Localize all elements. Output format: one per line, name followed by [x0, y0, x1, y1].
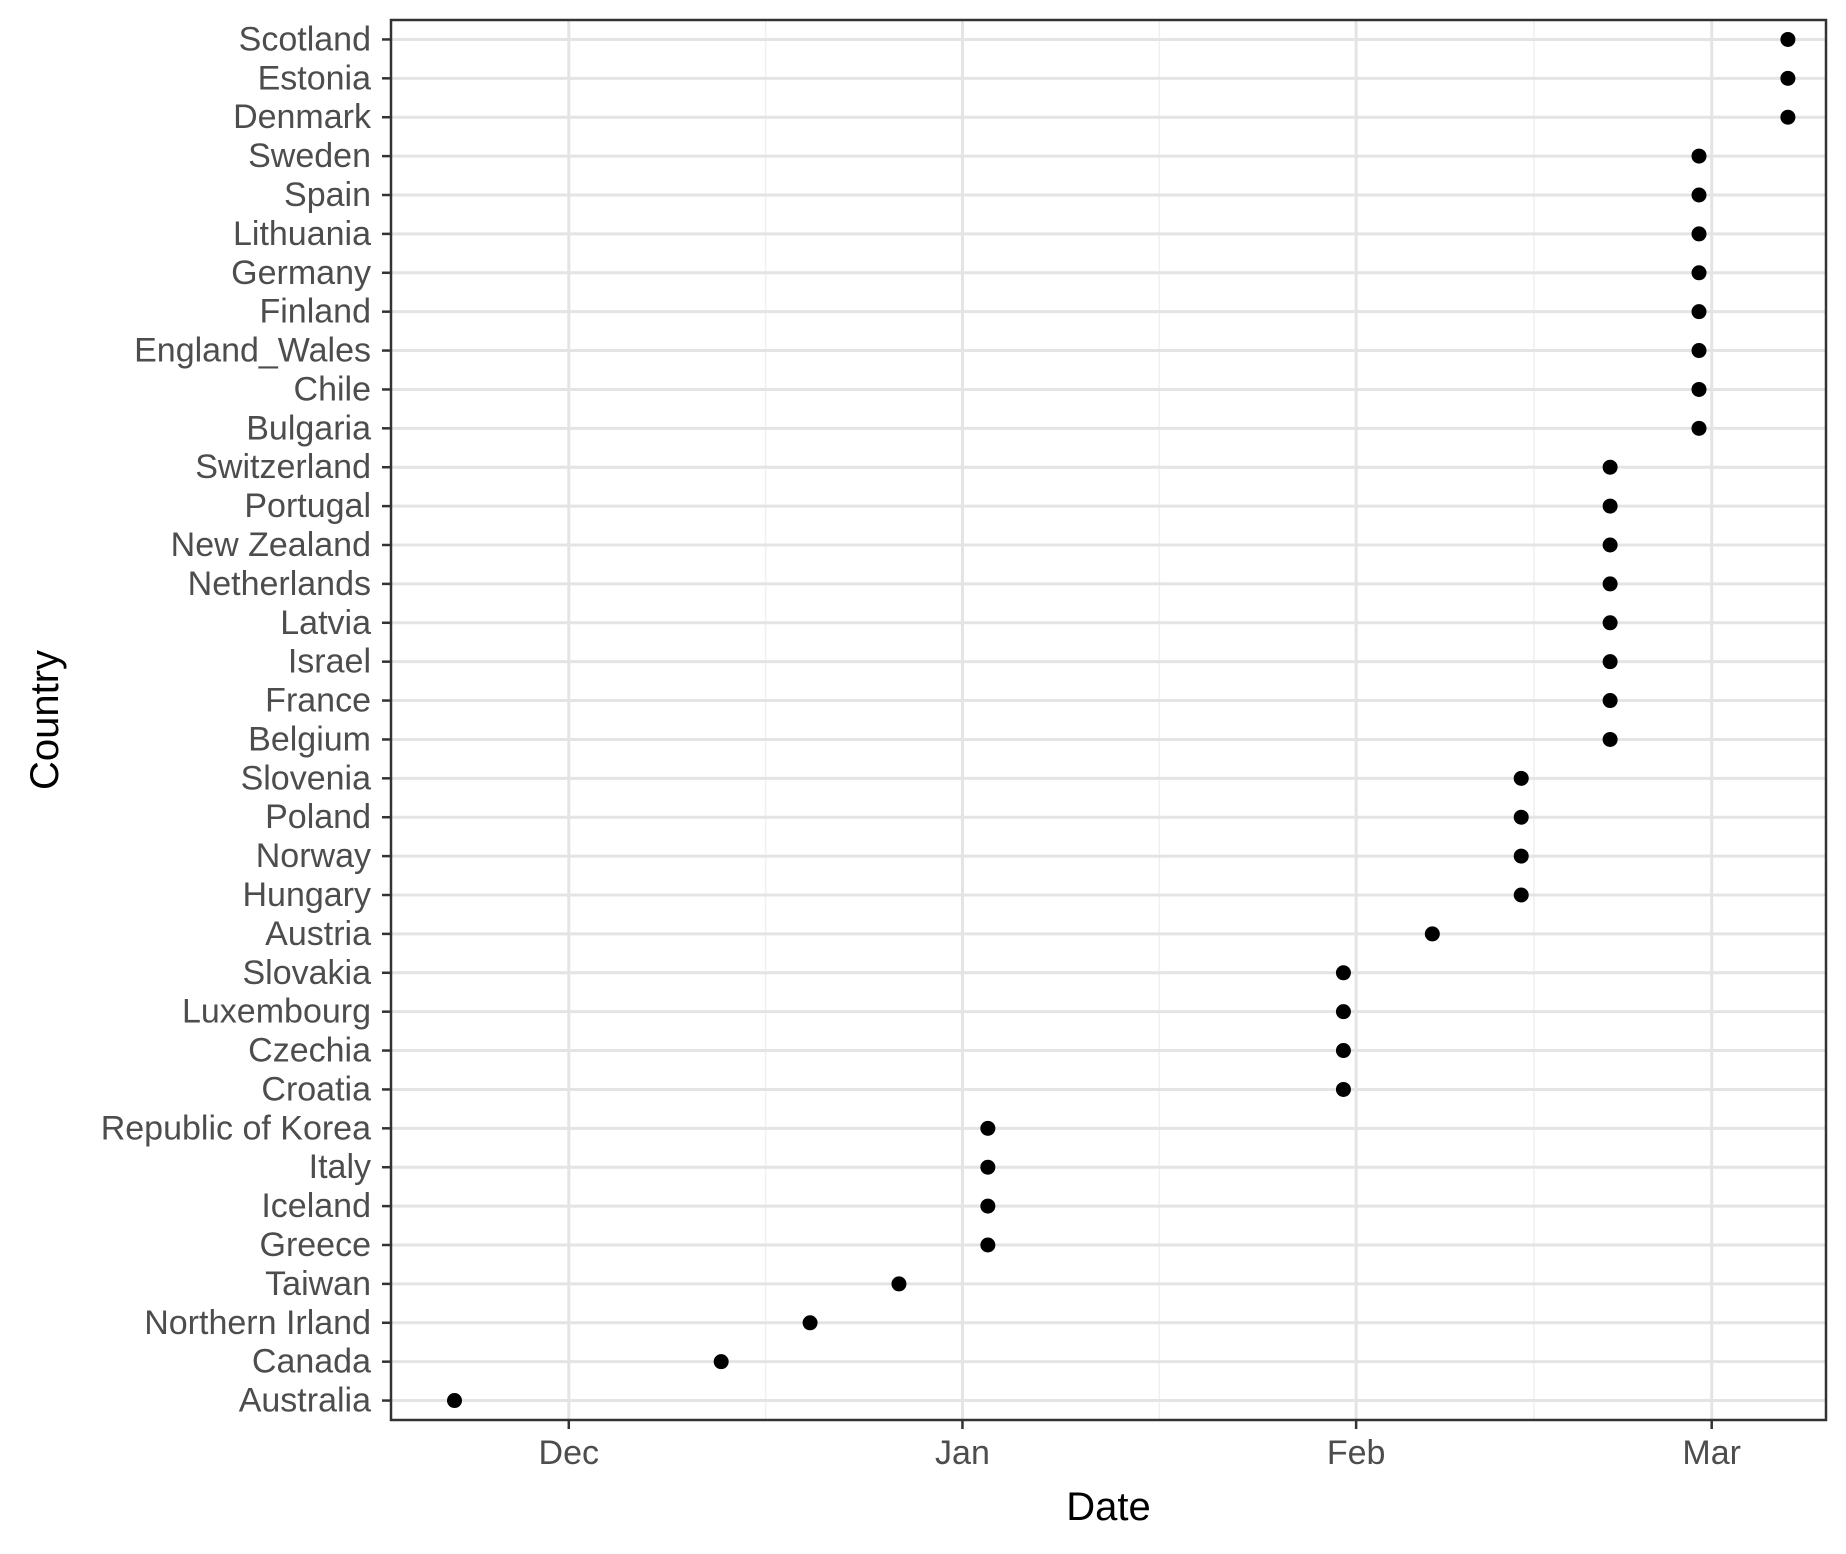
data-points: [446, 31, 1796, 1409]
y-tick-label: Switzerland: [195, 448, 371, 486]
y-tick-label: Canada: [252, 1343, 371, 1381]
data-point: [1513, 809, 1529, 825]
y-tick-label: Slovakia: [242, 954, 371, 992]
data-point: [1602, 459, 1618, 475]
data-point: [891, 1276, 907, 1292]
x-tick-label: Dec: [539, 1434, 599, 1472]
y-tick-label: Northern Irland: [144, 1304, 371, 1342]
data-point: [1513, 887, 1529, 903]
data-point: [1602, 693, 1618, 709]
y-tick-label: Luxembourg: [182, 993, 371, 1031]
x-axis: Dec Jan Feb Mar: [539, 1420, 1741, 1472]
y-tick-label: Germany: [231, 254, 371, 292]
y-tick-label: Lithuania: [233, 215, 371, 253]
data-point: [713, 1354, 729, 1370]
y-tick-label: Czechia: [248, 1032, 371, 1070]
data-point: [1780, 109, 1796, 125]
y-tick-label: Scotland: [239, 20, 371, 58]
y-tick-label: Portugal: [244, 487, 371, 525]
y-tick-label: England_Wales: [134, 332, 371, 370]
data-point: [1691, 187, 1707, 203]
y-tick-label: Slovenia: [241, 759, 372, 797]
data-point: [1780, 31, 1796, 47]
y-tick-label: Israel: [288, 643, 371, 681]
y-tick-label: Italy: [309, 1148, 371, 1186]
data-point: [1335, 1081, 1351, 1097]
data-point: [1335, 1043, 1351, 1059]
data-point: [980, 1120, 996, 1136]
data-point: [1513, 770, 1529, 786]
y-tick-label: Taiwan: [265, 1265, 371, 1303]
y-tick-label: Latvia: [280, 604, 371, 642]
data-point: [1691, 148, 1707, 164]
x-tick-label: Mar: [1682, 1434, 1741, 1472]
data-point: [1602, 654, 1618, 670]
panel-border: [389, 18, 1828, 1422]
y-tick-label: Australia: [239, 1382, 371, 1420]
y-tick-label: Netherlands: [188, 565, 371, 603]
y-tick-label: Croatia: [261, 1070, 371, 1108]
data-point: [1602, 615, 1618, 631]
data-point: [446, 1393, 462, 1409]
data-point: [1602, 498, 1618, 514]
y-tick-label: Belgium: [248, 720, 371, 758]
data-point: [1691, 265, 1707, 281]
y-tick-label: France: [265, 682, 371, 720]
y-tick-label: Estonia: [258, 59, 371, 97]
y-tick-label: Sweden: [248, 137, 371, 175]
y-tick-label: Iceland: [261, 1187, 371, 1225]
y-tick-label: Norway: [256, 837, 371, 875]
y-tick-label: Bulgaria: [246, 409, 371, 447]
y-tick-label: Finland: [259, 293, 371, 331]
minor-gridlines: [764, 20, 1535, 1420]
data-point: [1513, 848, 1529, 864]
y-axis-title: Country: [23, 650, 67, 790]
y-tick-label: Denmark: [233, 98, 372, 136]
data-point: [980, 1198, 996, 1214]
data-point: [1335, 1004, 1351, 1020]
data-point: [1424, 926, 1440, 942]
data-point: [1691, 343, 1707, 359]
data-point: [802, 1315, 818, 1331]
data-point: [980, 1159, 996, 1175]
y-tick-label: Republic of Korea: [101, 1109, 371, 1147]
data-point: [1780, 70, 1796, 86]
x-tick-label: Jan: [935, 1434, 990, 1472]
y-tick-label: Greece: [260, 1226, 372, 1264]
y-tick-label: Austria: [265, 915, 371, 953]
data-point: [1691, 381, 1707, 397]
data-point: [1335, 965, 1351, 981]
data-point: [1691, 420, 1707, 436]
x-axis-title: Date: [1066, 1485, 1151, 1529]
y-tick-label: Poland: [265, 798, 371, 836]
x-tick-label: Feb: [1327, 1434, 1386, 1472]
y-tick-label: Spain: [284, 176, 371, 214]
data-point: [1602, 537, 1618, 553]
y-tick-label: New Zealand: [171, 526, 371, 564]
y-tick-label: Chile: [294, 370, 371, 408]
data-point: [1691, 226, 1707, 242]
data-point: [1691, 304, 1707, 320]
major-gridlines: [391, 20, 1826, 1420]
data-point: [1602, 731, 1618, 747]
data-point: [1602, 576, 1618, 592]
data-point: [980, 1237, 996, 1253]
y-tick-label: Hungary: [242, 876, 371, 914]
